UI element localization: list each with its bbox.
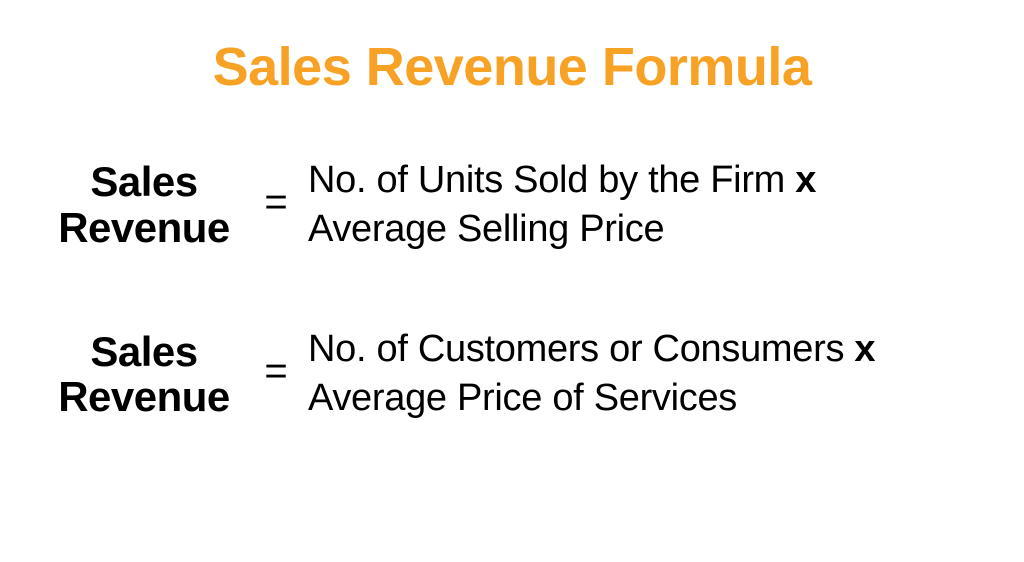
formula-lhs-1: Sales Revenue [44,159,244,250]
page-title: Sales Revenue Formula [0,36,1024,98]
equals-sign-1: = [244,180,308,229]
lhs-line2: Revenue [58,373,230,420]
formula-row-1: Sales Revenue = No. of Units Sold by the… [44,156,1024,253]
formula-rhs-2: No. of Customers or Consumers x Average … [308,325,875,422]
rhs-line2: Average Price of Services [308,377,737,419]
rhs-line1-text: No. of Units Sold by the Firm [308,159,795,201]
formula-row-2: Sales Revenue = No. of Customers or Cons… [44,325,1024,422]
equals-sign-2: = [244,349,308,398]
formula-rhs-1: No. of Units Sold by the Firm x Average … [308,156,816,253]
lhs-line1: Sales [90,158,197,205]
rhs-line2: Average Selling Price [308,208,664,250]
multiply-symbol: x [795,159,816,201]
rhs-line1-text: No. of Customers or Consumers [308,328,854,370]
lhs-line2: Revenue [58,204,230,251]
multiply-symbol: x [854,328,875,370]
lhs-line1: Sales [90,328,197,375]
formula-lhs-2: Sales Revenue [44,329,244,420]
